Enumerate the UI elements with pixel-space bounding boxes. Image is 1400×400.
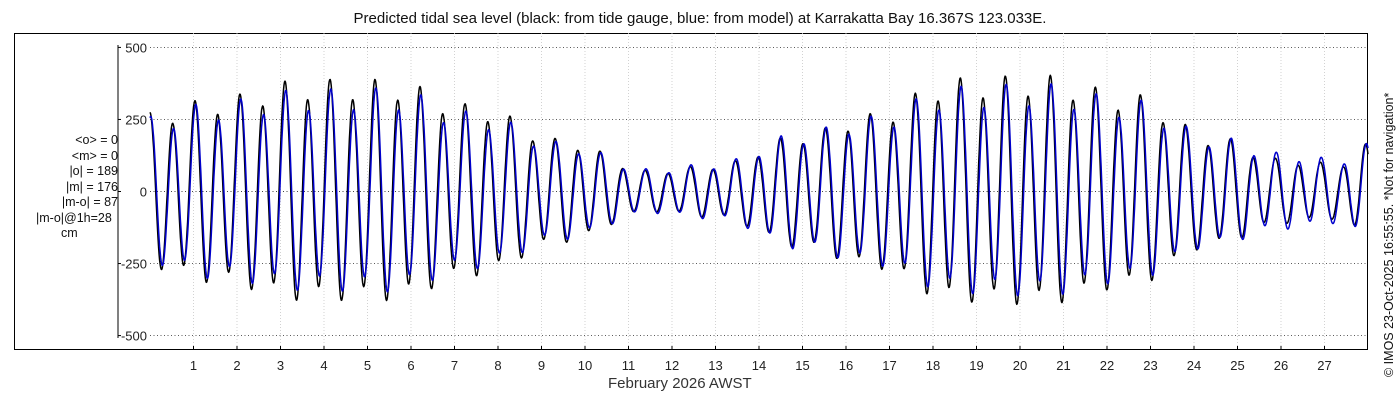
chart-title: Predicted tidal sea level (black: from t…	[353, 10, 1047, 27]
x-tick-label: 26	[1274, 358, 1288, 373]
x-tick-label: 20	[1013, 358, 1027, 373]
x-tick-label: 1	[190, 358, 197, 373]
y-tick-label: 250	[125, 112, 147, 127]
y-tick-label: -500	[121, 329, 147, 344]
x-tick-label: 17	[882, 358, 896, 373]
x-tick-label: 25	[1230, 358, 1244, 373]
x-tick-label: 7	[451, 358, 458, 373]
stat-abs-diff-1h: |m-o|@1h=28	[36, 210, 112, 225]
series-model-line	[149, 83, 1369, 297]
stat-abs-diff: |m-o| = 87	[61, 195, 118, 209]
x-tick-label: 6	[407, 358, 414, 373]
y-tick-label: 0	[140, 185, 147, 200]
x-tick-label: 12	[665, 358, 679, 373]
y-tick-label: -250	[121, 257, 147, 272]
x-tick-label: 3	[277, 358, 284, 373]
x-tick-label: 2	[233, 358, 240, 373]
x-tick-label: 18	[926, 358, 940, 373]
x-tick-label: 14	[752, 358, 766, 373]
x-tick-label: 22	[1100, 358, 1114, 373]
plot-frame	[14, 33, 1368, 350]
x-axis-label: February 2026 AWST	[608, 375, 752, 392]
statistics-panel: <o> = 0 <m> = 0 |o| = 189 |m| = 176 |m-o…	[16, 133, 128, 242]
stat-abs-model: |m| = 176	[65, 179, 118, 194]
x-tick-label: 9	[538, 358, 545, 373]
y-tick-label: 500	[125, 40, 147, 55]
stat-mean-obs: <o> = 0	[75, 133, 118, 147]
x-tick-label: 13	[708, 358, 722, 373]
x-tick-label: 16	[839, 358, 853, 373]
stat-abs-obs: |o| = 189	[69, 164, 118, 178]
x-tick-label: 15	[795, 358, 809, 373]
stat-unit: cm	[61, 226, 78, 240]
x-tick-label: 21	[1056, 358, 1070, 373]
x-tick-label: 5	[364, 358, 371, 373]
x-tick-label: 27	[1317, 358, 1331, 373]
x-tick-label: 11	[622, 358, 636, 373]
x-tick-label: 4	[320, 358, 327, 373]
x-tick-label: 24	[1187, 358, 1201, 373]
x-tick-label: 10	[578, 358, 592, 373]
copyright-notice: © IMOS 23-Oct-2025 16:55:55. *Not for na…	[1382, 92, 1396, 377]
x-tick-label: 23	[1143, 358, 1157, 373]
x-tick-label: 19	[969, 358, 983, 373]
x-tick-label: 8	[494, 358, 501, 373]
stat-mean-model: <m> = 0	[71, 148, 118, 163]
